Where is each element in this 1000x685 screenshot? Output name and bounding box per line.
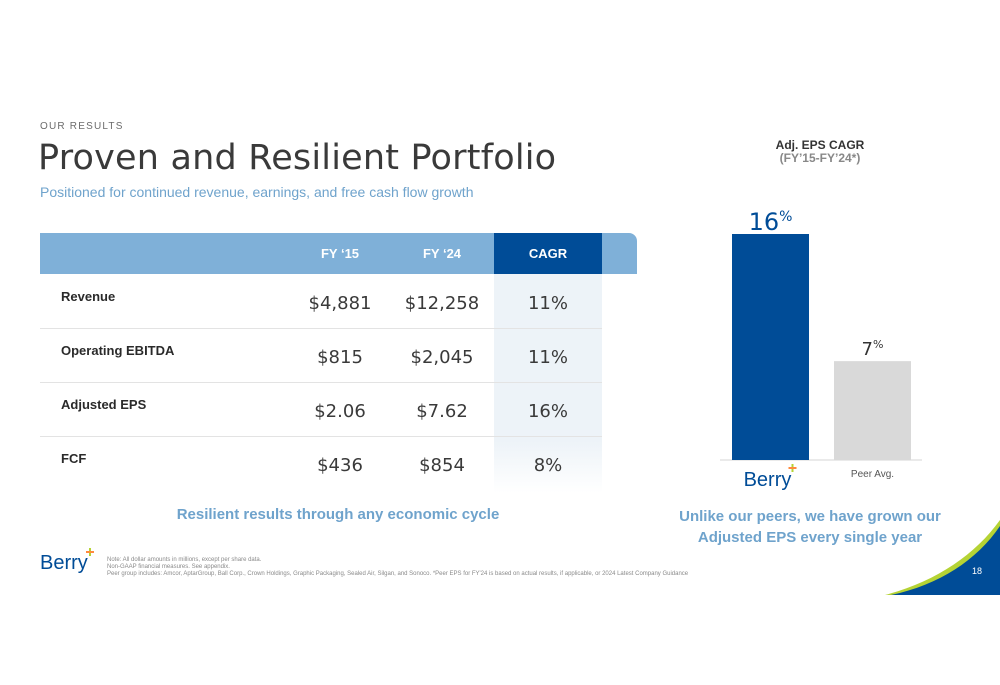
category-label-berry-logo: Berry	[744, 469, 792, 491]
cell-fcf-fy24: $854	[419, 455, 465, 476]
results-table: FY ‘15 FY ‘24 CAGR Revenue $4,881 $12,25…	[40, 233, 637, 493]
bar-value-label: 16%	[749, 208, 793, 236]
berry-logo: Berry	[40, 548, 94, 574]
footnote-line: Non-GAAP financial measures. See appendi…	[107, 564, 230, 570]
footnotes: Note: All dollar amounts in millions, ex…	[107, 557, 688, 578]
chart-title-line1: Adj. EPS CAGR	[775, 138, 865, 152]
bar-berry	[732, 234, 809, 460]
plus-icon	[86, 548, 94, 556]
row-divider	[40, 436, 602, 437]
bar-value-label: 7%	[862, 338, 884, 360]
plus-icon	[788, 467, 797, 469]
table-row: FCF $436 $854 8%	[40, 436, 602, 490]
row-label-revenue: Revenue	[61, 289, 116, 304]
cell-eps-fy24: $7.62	[416, 401, 468, 422]
cell-eps-fy15: $2.06	[314, 401, 366, 422]
row-label-ebitda: Operating EBITDA	[61, 343, 175, 358]
eps-cagr-chart: 16% Berry 7% Peer Avg.	[720, 208, 922, 491]
row-label-eps: Adjusted EPS	[61, 397, 147, 412]
footnote-line: Peer group includes: Amcor, AptarGroup, …	[107, 571, 689, 577]
header-fy15: FY ‘15	[320, 246, 360, 261]
row-divider	[40, 328, 602, 329]
caption-right-line1: Unlike our peers, we have grown our	[679, 508, 941, 525]
page-subtitle: Positioned for continued revenue, earnin…	[40, 184, 474, 200]
cell-revenue-fy24: $12,258	[404, 293, 480, 314]
cell-revenue-fy15: $4,881	[308, 293, 372, 314]
cell-ebitda-cagr: 11%	[527, 347, 568, 368]
caption-right-line2: Adjusted EPS every single year	[697, 529, 923, 546]
header-cagr: CAGR	[528, 246, 568, 261]
cell-fcf-cagr: 8%	[533, 455, 563, 476]
row-label-fcf: FCF	[61, 451, 87, 466]
caption-right: Unlike our peers, we have grown our Adju…	[645, 506, 975, 548]
table-row: Revenue $4,881 $12,258 11%	[40, 274, 602, 328]
corner-decoration	[885, 520, 1000, 595]
row-divider	[40, 382, 602, 383]
table-row: Adjusted EPS $2.06 $7.62 16%	[40, 382, 602, 436]
cell-revenue-cagr: 11%	[527, 293, 568, 314]
logo-text: Berry	[40, 552, 88, 574]
chart-title: Adj. EPS CAGR (FY’15-FY’24*)	[700, 139, 940, 165]
footnote-line: Note: All dollar amounts in millions, ex…	[107, 557, 262, 563]
chart-title-line2: (FY’15-FY’24*)	[779, 151, 861, 165]
caption-left: Resilient results through any economic c…	[176, 506, 500, 523]
section-label: OUR RESULTS	[40, 121, 124, 132]
header-fy24: FY ‘24	[422, 246, 462, 261]
page-number: 18	[972, 566, 983, 576]
cell-eps-cagr: 16%	[527, 401, 568, 422]
cell-ebitda-fy24: $2,045	[410, 347, 474, 368]
cagr-column-bg	[494, 233, 602, 493]
table-row: Operating EBITDA $815 $2,045 11%	[40, 328, 602, 382]
category-label: Peer Avg.	[851, 469, 894, 480]
cell-fcf-fy15: $436	[317, 455, 363, 476]
cagr-header-bg	[494, 233, 602, 274]
bar-peer-avg	[834, 361, 911, 460]
cell-ebitda-fy15: $815	[317, 347, 363, 368]
page-title: Proven and Resilient Portfolio	[38, 138, 557, 178]
